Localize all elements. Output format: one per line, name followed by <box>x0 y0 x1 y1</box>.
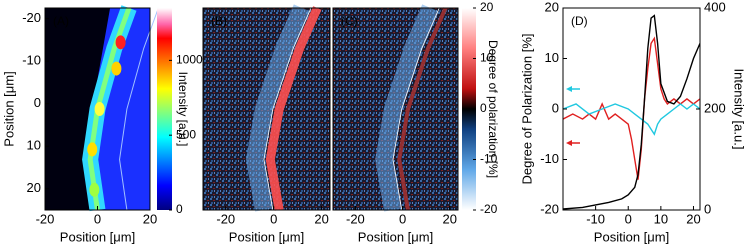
colorbar-tick-label: 10 <box>480 51 494 65</box>
colorbar-tick-label: 20 <box>480 0 494 14</box>
image-contour <box>263 7 312 211</box>
x-tick-label: -20 <box>216 211 235 226</box>
y2-tick-label: 200 <box>704 100 726 115</box>
y-tick-label: 0 <box>34 95 41 110</box>
arrows <box>566 86 580 146</box>
y2-tick-label: 400 <box>704 0 726 14</box>
y-axis-label: Degree of Polarization [%] <box>519 33 534 184</box>
x-axis-label: Position [μm] <box>60 229 135 244</box>
x-tick-label: -10 <box>586 211 605 226</box>
colorbar-label: Degree of polarization [%] <box>486 40 500 178</box>
colorbar-tick-label: 0 <box>480 101 487 115</box>
x-tick-label: 20 <box>314 211 328 226</box>
x-tick-label: 0 <box>399 211 406 226</box>
y-tick-label: -10 <box>22 53 41 68</box>
colorbar-tick-label: -10 <box>480 152 498 166</box>
colorbar-tick-label: 0 <box>176 202 183 216</box>
y-tick-label: 10 <box>27 138 41 153</box>
x-tick-label: 0 <box>270 211 277 226</box>
image-band <box>245 4 311 212</box>
image-contour <box>119 7 159 211</box>
colorbar-tick-label: 500 <box>176 127 196 141</box>
colorbar <box>157 8 172 210</box>
x-tick-label: 20 <box>443 211 457 226</box>
image-spot <box>94 102 105 116</box>
panel-label: (D) <box>571 14 588 28</box>
image-spot <box>87 142 98 157</box>
colorbar-tick-label: -20 <box>480 202 498 216</box>
panel-label: (C) <box>341 14 358 28</box>
image-spot <box>111 61 122 76</box>
y-tick-label: -20 <box>540 201 559 216</box>
y2-axis-label: Intensity [a.u.] <box>732 69 747 150</box>
x-axis-label: Position [μm] <box>229 229 304 244</box>
x-axis-label: Position [μm] <box>358 229 433 244</box>
image <box>45 5 159 212</box>
series-line <box>563 14 700 210</box>
y2-tick-label: 0 <box>704 201 711 216</box>
x-tick-label: 0 <box>94 211 101 226</box>
x-tick-label: -20 <box>346 211 365 226</box>
image-spot <box>89 182 100 197</box>
colorbar <box>462 8 476 210</box>
x-tick-label: 20 <box>686 211 700 226</box>
panel-label: (B) <box>211 14 227 28</box>
y-tick-label: 0 <box>552 100 559 115</box>
arrow-head <box>566 86 572 92</box>
colorbar-label: Intensity [a.u.] <box>176 72 190 147</box>
y-tick-label: 20 <box>27 180 41 195</box>
image-band <box>375 4 439 212</box>
x-tick-label: 0 <box>625 211 632 226</box>
colorbar-tick-label: 1000 <box>176 53 203 67</box>
y-tick-label: 20 <box>545 0 559 14</box>
image <box>203 4 330 212</box>
x-tick-label: 10 <box>654 211 668 226</box>
y-tick-label: -10 <box>540 151 559 166</box>
image-dark <box>45 8 111 210</box>
panel-label: (A) <box>53 14 69 28</box>
image <box>333 4 458 212</box>
y-tick-label: 10 <box>545 50 559 65</box>
x-tick-label: 20 <box>143 211 157 226</box>
y-tick-label: -20 <box>22 10 41 25</box>
image-band <box>265 6 322 211</box>
plot-frame <box>332 7 459 211</box>
image-spot <box>115 35 126 50</box>
image-contour <box>392 7 440 211</box>
x-axis-label: Position [μm] <box>594 229 669 244</box>
y-axis-label: Position [μm] <box>1 71 16 146</box>
x-tick-label: -20 <box>36 211 55 226</box>
series-line <box>563 103 700 136</box>
arrow-head <box>566 140 572 146</box>
plot-frame <box>202 7 331 211</box>
image-band <box>397 7 448 211</box>
